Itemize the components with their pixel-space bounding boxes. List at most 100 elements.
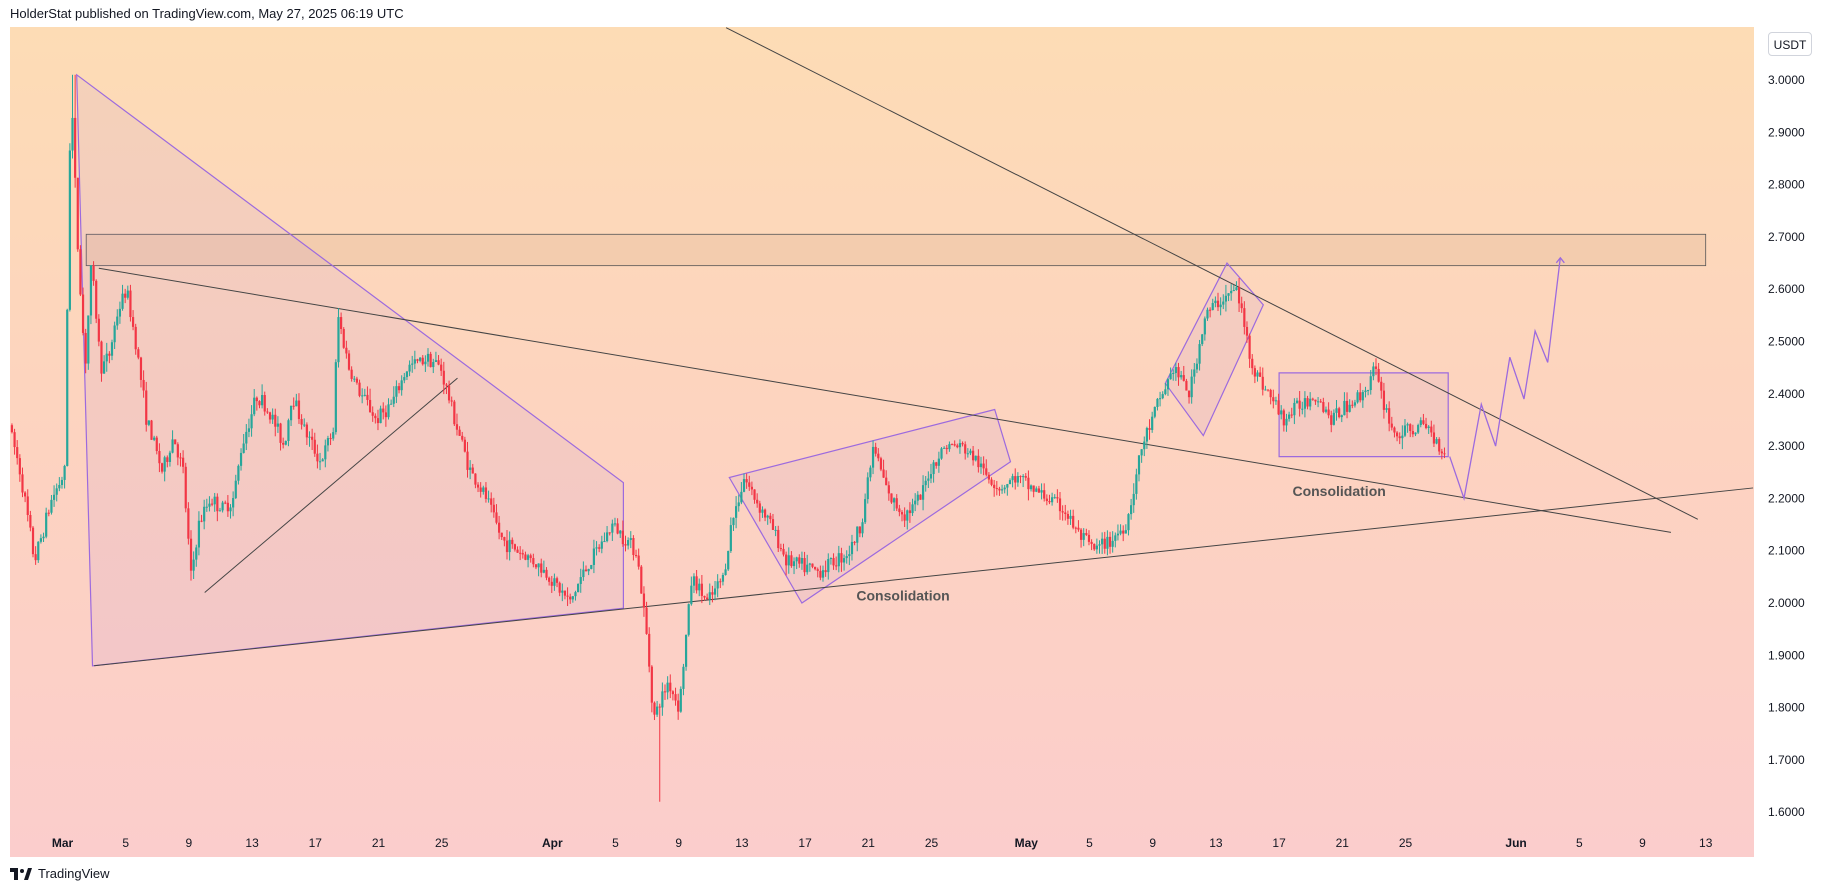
candle-body [1182, 375, 1185, 381]
candle-body [613, 523, 617, 525]
candle-body [582, 569, 585, 578]
candle-body [608, 532, 611, 534]
candle-body [840, 553, 843, 563]
candle-body [1398, 436, 1401, 439]
candle-body [87, 315, 90, 364]
candle-body [1201, 334, 1204, 345]
candle-body [124, 293, 127, 298]
candle-body [295, 400, 298, 407]
x-tick-label: 9 [675, 836, 682, 850]
candle-body [735, 506, 738, 518]
projection-path [1449, 257, 1561, 501]
candle-body [521, 553, 524, 555]
candle-body [239, 452, 243, 466]
candle-body [871, 446, 875, 468]
candle-body [874, 446, 877, 454]
candle-body [179, 457, 182, 459]
candle-body [953, 444, 956, 446]
y-tick-label: 2.3000 [1768, 439, 1805, 453]
candle-body [1122, 530, 1125, 534]
candle-body [906, 510, 909, 521]
candle-body [1406, 424, 1409, 426]
plot-area: Consolidation Consolidation [10, 27, 1754, 802]
candle-body [366, 394, 369, 400]
candle-body [284, 441, 287, 445]
candle-body [29, 515, 32, 528]
y-tick-label: 1.8000 [1768, 701, 1805, 715]
candle-body [42, 536, 45, 539]
candle-body [803, 558, 806, 573]
candle-body [919, 494, 922, 500]
candle-body [1024, 476, 1027, 478]
trendline-3 [204, 377, 458, 593]
currency-badge[interactable]: USDT [1768, 32, 1812, 56]
candle-body [1014, 476, 1017, 483]
candle-body [145, 390, 148, 425]
candle-body [1156, 398, 1159, 407]
candle-body [592, 548, 596, 565]
candle-body [197, 520, 201, 548]
candle-body [382, 408, 385, 413]
candle-body [1016, 476, 1019, 483]
candle-body [861, 522, 864, 534]
candle-body [411, 363, 414, 365]
x-tick-label: 17 [1272, 836, 1286, 850]
candle-body [1135, 474, 1138, 494]
candle-body [1193, 369, 1196, 377]
x-tick-label: 5 [612, 836, 619, 850]
candle-body [587, 568, 590, 572]
candle-body [208, 503, 211, 507]
pattern-channel-1 [728, 408, 1012, 604]
candle-body [455, 424, 459, 430]
candle-body [526, 555, 530, 560]
candle-body [1090, 541, 1093, 544]
y-tick-label: 1.6000 [1768, 805, 1805, 819]
candle-body [1132, 493, 1135, 506]
candle-body [84, 332, 87, 364]
candle-body [1206, 309, 1209, 319]
candle-body [1414, 432, 1417, 435]
candle-body [1048, 501, 1051, 503]
candle-body [632, 538, 635, 556]
x-tick-label: 9 [1639, 836, 1646, 850]
candle-body [1222, 301, 1225, 305]
candle-body [160, 463, 164, 472]
candle-body [756, 499, 759, 504]
candle-body [1145, 427, 1149, 442]
candle-body [1388, 408, 1391, 424]
candle-body [703, 595, 706, 598]
candle-body [964, 444, 967, 454]
candle-body [379, 408, 382, 424]
candle-body [182, 457, 185, 467]
candle-body [1169, 373, 1172, 380]
candle-body [1269, 389, 1272, 398]
candle-body [698, 583, 701, 591]
candle-body [616, 523, 619, 534]
candle-body [263, 395, 266, 412]
candle-body [1214, 300, 1217, 304]
candle-body [1006, 484, 1009, 488]
candle-body [95, 280, 98, 319]
candle-body [242, 443, 245, 453]
x-tick-label: 17 [309, 836, 323, 850]
candle-body [1340, 415, 1343, 418]
candle-body [1240, 303, 1243, 309]
candle-body [498, 522, 501, 533]
candle-body [785, 554, 788, 566]
candle-body [1219, 304, 1222, 308]
candle-body [1372, 366, 1375, 377]
candle-body [911, 504, 914, 514]
candle-body [424, 361, 427, 365]
candle-body [1195, 363, 1199, 370]
candle-body [55, 488, 58, 495]
candle-body [579, 577, 582, 584]
candle-body [118, 308, 122, 317]
candle-body [1274, 400, 1278, 402]
candle-body [363, 394, 366, 396]
candle-body [684, 634, 688, 667]
candle-body [753, 489, 756, 500]
candle-body [476, 484, 480, 488]
candle-body [1409, 424, 1412, 431]
candle-body [908, 510, 912, 514]
